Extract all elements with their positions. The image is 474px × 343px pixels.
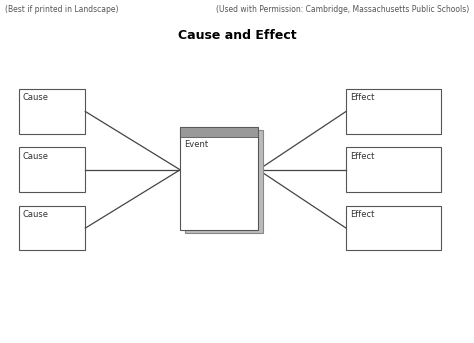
Bar xyxy=(346,89,441,134)
Text: (Used with Permission: Cambridge, Massachusetts Public Schools): (Used with Permission: Cambridge, Massac… xyxy=(216,5,469,14)
Text: Cause: Cause xyxy=(23,152,49,161)
Bar xyxy=(346,147,441,192)
Bar xyxy=(19,147,85,192)
Bar xyxy=(180,127,258,137)
Text: Event: Event xyxy=(184,140,208,149)
Text: Cause: Cause xyxy=(23,210,49,219)
Bar xyxy=(346,206,441,250)
Text: Effect: Effect xyxy=(350,93,374,102)
Bar xyxy=(19,206,85,250)
Bar xyxy=(185,130,263,233)
Text: Cause: Cause xyxy=(23,93,49,102)
Bar xyxy=(180,127,258,230)
Text: Cause and Effect: Cause and Effect xyxy=(178,29,296,42)
Bar xyxy=(19,89,85,134)
Text: Effect: Effect xyxy=(350,210,374,219)
Text: (Best if printed in Landscape): (Best if printed in Landscape) xyxy=(5,5,118,14)
Text: Effect: Effect xyxy=(350,152,374,161)
